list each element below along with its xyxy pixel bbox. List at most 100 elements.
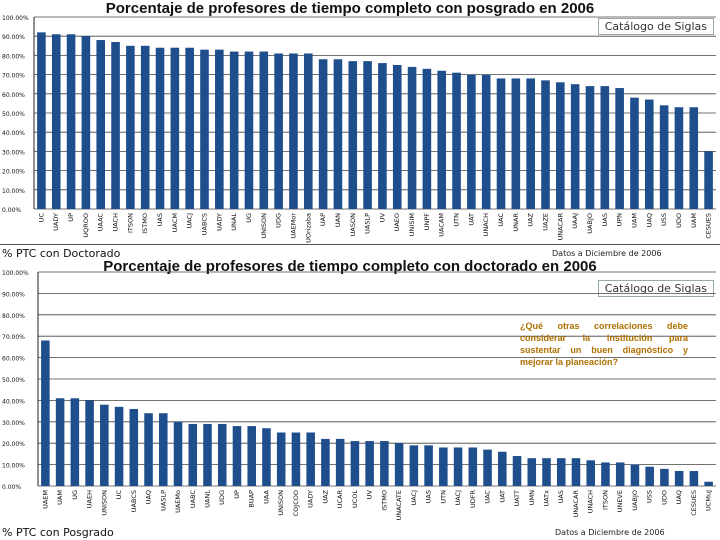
bar [615, 88, 624, 209]
catalog-button-bottom[interactable]: Catálogo de Siglas [597, 280, 714, 297]
chart-title-posgrado: Porcentaje de profesores de tiempo compl… [105, 0, 595, 17]
bar [498, 451, 507, 486]
x-tick-label: UC [37, 213, 45, 223]
bar [259, 51, 269, 210]
x-tick-label: UTN [453, 213, 461, 227]
x-tick-label: BUAP [248, 490, 256, 508]
bar [452, 72, 461, 210]
bar [144, 413, 153, 486]
x-tick-label: UAA [262, 489, 270, 503]
bar [380, 441, 389, 486]
x-tick-label: UASON [349, 213, 357, 236]
bar [541, 80, 550, 209]
bar [630, 464, 640, 486]
x-tick-label: UNAL [230, 213, 238, 231]
bar [111, 41, 120, 210]
x-tick-label: ISTMO [141, 213, 149, 234]
x-tick-label: UP [67, 213, 75, 222]
x-tick-label: UAS [425, 490, 433, 503]
bar [453, 447, 463, 486]
x-tick-label: UOrizaba [304, 213, 312, 243]
bar [365, 441, 374, 486]
bar [704, 151, 713, 209]
bar [289, 53, 298, 210]
bar [392, 65, 402, 209]
y-tick-label: 100.00% [2, 270, 29, 277]
x-tick-label: UAQ [145, 490, 153, 504]
x-tick-label: UAT [498, 490, 506, 503]
x-tick-label: UABC [189, 490, 197, 509]
bar [422, 68, 432, 209]
chart-panel-posgrado: Porcentaje de profesores de tiempo compl… [0, 0, 720, 262]
bar [674, 107, 684, 209]
x-tick-label: UG [245, 213, 253, 223]
x-tick-label: UAS [601, 213, 609, 226]
bar [570, 84, 580, 209]
x-tick-label: UADY [307, 490, 315, 508]
bar [173, 421, 183, 486]
bar [645, 466, 654, 486]
x-tick-label: UV [366, 489, 374, 499]
bar [41, 340, 50, 486]
bar [129, 408, 139, 486]
bar [689, 471, 699, 486]
y-tick-label: 40.00% [2, 398, 25, 405]
x-tick-label: UANL [204, 490, 212, 508]
x-tick-label: UAEM [41, 490, 49, 509]
bar-chart-posgrado: 0.00% 10.00% 20.00% 30.00% 40.00% 50.00% 60.00… [2, 15, 716, 243]
bar [586, 460, 595, 486]
x-tick-label: UNAR [512, 213, 520, 232]
x-tick-label: CESUES [705, 213, 713, 239]
x-tick-label: COJCOO [292, 490, 300, 516]
y-tick-label: 10.00% [2, 188, 25, 195]
x-tick-label: UAEO [393, 213, 401, 231]
bar [262, 428, 271, 486]
bar [437, 70, 447, 209]
footer-label-top: % PTC con Doctorado [2, 247, 121, 260]
x-tick-label: UACJ [186, 213, 194, 229]
x-tick-label: UASLP [364, 213, 372, 234]
x-tick-label: UNACAR [556, 213, 564, 241]
bar [660, 468, 669, 486]
bar [229, 51, 239, 210]
bar [468, 447, 478, 486]
bar [37, 32, 46, 209]
y-tick-label: 100.00% [2, 15, 29, 22]
bar [126, 45, 135, 209]
y-tick-label: 20.00% [2, 169, 25, 176]
catalog-button-top[interactable]: Catálogo de Siglas [597, 18, 714, 35]
x-tick-label: UNACATE [395, 490, 403, 521]
bar [291, 432, 301, 486]
x-tick-label: UAT [467, 213, 475, 226]
x-tick-label: UAQ [675, 490, 683, 504]
bar [689, 107, 699, 209]
x-tick-label: UAQ [645, 213, 653, 227]
bar [363, 61, 372, 209]
bar [244, 51, 254, 210]
y-tick-label: 0.00% [2, 484, 21, 491]
x-tick-label: UACH [112, 213, 120, 232]
bar [601, 462, 610, 486]
y-tick-label: 70.00% [2, 73, 25, 80]
y-tick-label: 80.00% [2, 313, 25, 320]
x-tick-label: UABCS [130, 490, 138, 512]
x-tick-label: UAM [56, 490, 64, 505]
x-tick-label: UADY [52, 213, 60, 231]
x-tick-label: UACJ [454, 490, 462, 506]
bar [542, 458, 551, 486]
bar [321, 438, 330, 486]
x-tick-label: UAEMor [289, 213, 297, 239]
x-tick-label: UTN [439, 490, 447, 504]
bar [483, 449, 492, 486]
x-tick-label: UNACAR [572, 490, 580, 518]
bar [511, 78, 521, 209]
bar [306, 432, 315, 486]
x-tick-label: UQROO [82, 213, 90, 238]
bar [674, 471, 684, 486]
x-tick-label: UAEH [86, 490, 94, 508]
x-tick-label: UAZ [527, 212, 535, 226]
bar [155, 47, 165, 209]
bar-chart-doctorado: 0.00% 10.00% 20.00% 30.00% 40.00% 50.00% 60.00… [2, 270, 716, 521]
bar [585, 86, 595, 209]
x-tick-label: UMN [528, 490, 536, 505]
